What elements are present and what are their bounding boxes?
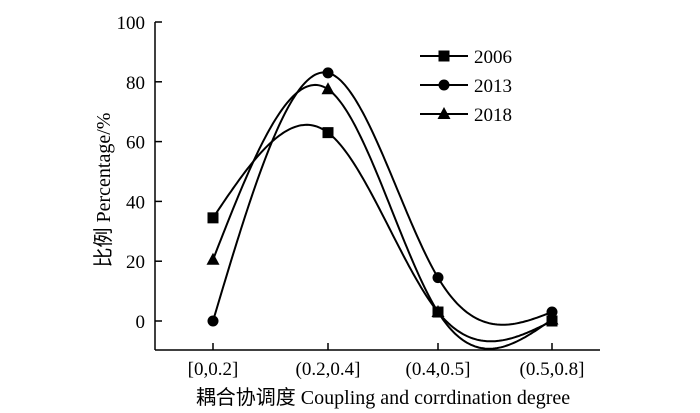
x-ticks: [0,0.2] (0.2,0.4] (0.4,0.5] (0.5,0.8] xyxy=(188,343,585,380)
legend: 2006 2013 2018 xyxy=(420,47,512,126)
y-tick-label-60: 60 xyxy=(126,133,145,154)
x-axis-title: 耦合协调度 Coupling and corrdination degree xyxy=(196,386,570,409)
series-line-2006 xyxy=(212,123,553,343)
point-2013-1 xyxy=(322,67,334,79)
y-tick-label-0: 0 xyxy=(136,312,146,333)
x-tick-label-3: (0.5,0.8] xyxy=(520,359,585,380)
y-tick-label-40: 40 xyxy=(126,192,145,213)
legend-label-2013: 2013 xyxy=(474,76,512,97)
y-tick-label-80: 80 xyxy=(126,73,145,94)
point-2013-0 xyxy=(207,315,219,327)
point-2006-1 xyxy=(322,127,334,139)
x-tick-label-0: [0,0.2] xyxy=(188,359,239,380)
point-2013-2 xyxy=(432,272,444,284)
legend-marker-2006 xyxy=(438,50,450,62)
legend-label-2018: 2018 xyxy=(474,105,512,126)
y-axis-title: 比例 Percentage/% xyxy=(92,113,115,268)
x-tick-label-1: (0.2,0.4] xyxy=(296,359,361,380)
point-2018-3 xyxy=(545,312,559,325)
point-2018-1 xyxy=(321,82,335,95)
y-tick-label-20: 20 xyxy=(126,252,145,273)
y-tick-label-100: 100 xyxy=(117,13,146,34)
legend-marker-2013 xyxy=(438,79,450,91)
legend-label-2006: 2006 xyxy=(474,47,512,68)
series-markers xyxy=(206,67,559,327)
y-ticks: 0 20 40 60 80 100 xyxy=(117,13,162,333)
axes xyxy=(154,22,600,351)
legend-marker-2018 xyxy=(437,107,451,119)
series-curves xyxy=(212,71,553,350)
series-line-2018 xyxy=(212,83,553,350)
series-line-2013 xyxy=(212,71,553,326)
point-2018-2 xyxy=(431,305,445,318)
point-2006-0 xyxy=(207,212,219,224)
x-tick-label-2: (0.4,0.5] xyxy=(406,359,471,380)
point-2013-3 xyxy=(546,306,558,318)
point-2018-0 xyxy=(206,252,220,265)
